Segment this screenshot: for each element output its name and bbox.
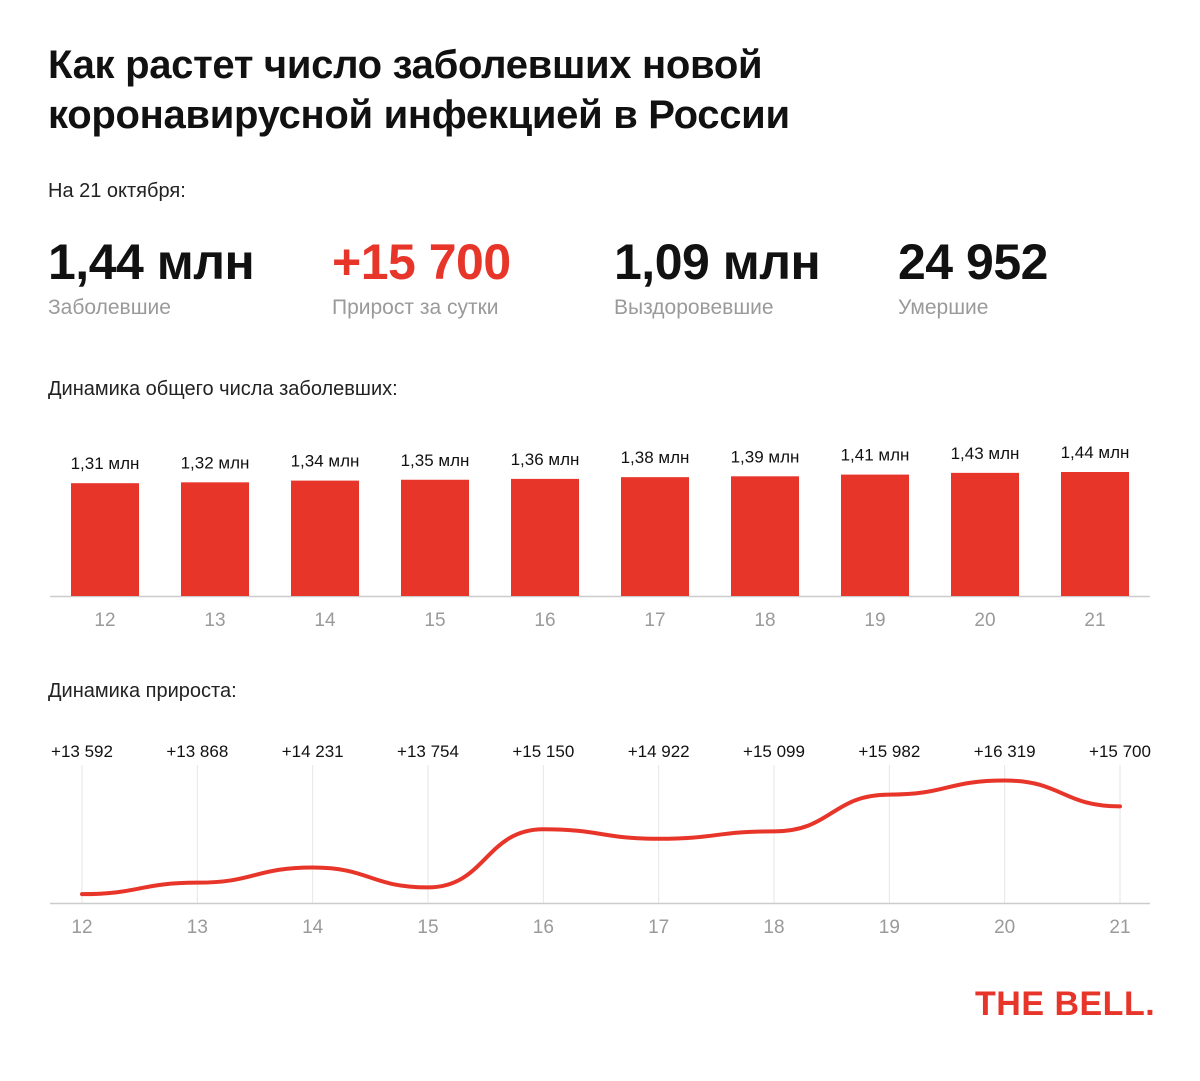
x-tick-label: 16 — [533, 917, 554, 938]
bar — [951, 472, 1019, 596]
bar-value-label: 1,43 млн — [951, 444, 1020, 463]
series-line — [80, 778, 1122, 897]
stat-cases-value: 1,44 млн — [48, 234, 255, 290]
x-tick-label: 12 — [94, 610, 115, 631]
the-bell-logo: THE BELL. — [975, 985, 1156, 1023]
stat-daily-growth-label: Прирост за сутки — [332, 296, 499, 319]
stat-daily-growth-value: +15 700 — [332, 234, 511, 290]
page-title: Как растет число заболевших новой корона… — [48, 43, 790, 137]
point-value-label: +16 319 — [974, 742, 1036, 761]
bar-value-label: 1,31 млн — [71, 454, 140, 473]
stat-cases: 1,44 млн Заболевшие — [48, 232, 255, 320]
bar — [291, 480, 359, 596]
point-value-label: +15 099 — [743, 742, 805, 761]
x-tick-label: 14 — [314, 610, 336, 631]
point-value-label: +13 754 — [397, 742, 459, 761]
stat-deaths-label: Умершие — [898, 296, 989, 319]
bar — [71, 483, 139, 596]
x-tick-label: 14 — [302, 917, 324, 938]
bar — [511, 478, 579, 596]
bar-value-label: 1,39 млн — [731, 447, 800, 466]
x-tick-label: 19 — [879, 917, 900, 938]
stat-recovered-value: 1,09 млн — [614, 234, 821, 290]
x-tick-label: 18 — [754, 610, 775, 631]
stat-recovered-label: Выздоровевшие — [614, 296, 774, 319]
point-value-label: +14 231 — [282, 742, 344, 761]
bar-chart-title: Динамика общего числа заболевших: — [48, 378, 398, 400]
bar-value-label: 1,41 млн — [841, 446, 910, 465]
x-tick-label: 15 — [424, 610, 445, 631]
stat-deaths-value: 24 952 — [898, 234, 1048, 290]
point-value-label: +13 592 — [51, 742, 113, 761]
bar — [401, 479, 469, 596]
bar — [841, 474, 909, 596]
x-tick-label: 18 — [763, 917, 784, 938]
bar-value-label: 1,35 млн — [401, 451, 470, 470]
bar-value-label: 1,44 млн — [1061, 443, 1130, 462]
bar — [621, 477, 689, 596]
x-tick-label: 16 — [534, 610, 555, 631]
bar — [181, 482, 249, 596]
x-tick-label: 15 — [417, 917, 438, 938]
x-tick-label: 21 — [1109, 917, 1130, 938]
x-tick-label: 20 — [994, 917, 1015, 938]
point-value-label: +14 922 — [628, 742, 690, 761]
point-value-label: +15 700 — [1089, 742, 1151, 761]
bar-value-label: 1,32 млн — [181, 453, 250, 472]
point-value-label: +13 868 — [166, 742, 228, 761]
x-tick-label: 13 — [204, 610, 225, 631]
point-value-label: +15 150 — [512, 742, 574, 761]
bar-value-label: 1,36 млн — [511, 450, 580, 469]
stat-deaths: 24 952 Умершие — [898, 232, 1048, 320]
line-chart-title: Динамика прироста: — [48, 680, 237, 702]
bar-value-label: 1,34 млн — [291, 452, 360, 471]
stat-cases-label: Заболевшие — [48, 296, 171, 319]
x-tick-label: 13 — [187, 917, 208, 938]
x-tick-label: 12 — [71, 917, 92, 938]
bar-chart: 1,31 млн 12 1,32 млн 13 1,34 млн 14 1,35 млн 15… — [50, 443, 1150, 631]
stat-daily-growth: +15 700 Прирост за сутки — [332, 232, 511, 320]
point-value-label: +15 982 — [858, 742, 920, 761]
x-tick-label: 21 — [1084, 610, 1105, 631]
x-tick-label: 17 — [648, 917, 669, 938]
stat-recovered: 1,09 млн Выздоровевшие — [614, 232, 821, 320]
bar-value-label: 1,38 млн — [621, 448, 690, 467]
bar — [731, 476, 799, 596]
x-tick-label: 19 — [864, 610, 885, 631]
x-tick-label: 20 — [974, 610, 995, 631]
x-tick-label: 17 — [644, 610, 665, 631]
bar — [1061, 472, 1129, 596]
date-label: На 21 октября: — [48, 180, 186, 202]
line-chart: +13 592 12 +13 868 13 +14 231 14 +13 754 15 +15 … — [50, 742, 1151, 938]
